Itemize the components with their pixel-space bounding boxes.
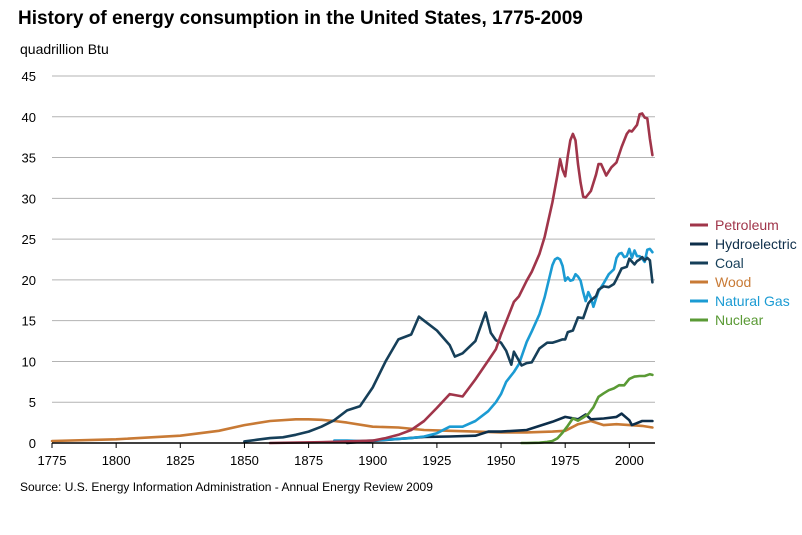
series-line-coal [243, 255, 654, 443]
x-tick-label: 1850 [230, 453, 259, 468]
y-tick-label: 30 [22, 191, 36, 206]
series-line-wood [50, 418, 654, 443]
legend-label-natural-gas: Natural Gas [715, 293, 790, 309]
x-axis-ticks: 1775 1800 1825 1850 1875 1900 1925 1950 1975 2000 [38, 443, 644, 468]
legend: Petroleum Hydroelectric Coal Wood Natural Ga… [690, 217, 797, 328]
x-tick-label: 1975 [551, 453, 580, 468]
legend-label-wood: Wood [715, 274, 751, 290]
series-line-petroleum [268, 112, 654, 445]
y-tick-label: 5 [29, 395, 36, 410]
x-tick-label: 2000 [615, 453, 644, 468]
y-tick-label: 10 [22, 354, 36, 369]
series-lines [50, 112, 654, 445]
gridlines [52, 75, 655, 403]
x-tick-label: 1800 [102, 453, 131, 468]
x-tick-label: 1825 [166, 453, 195, 468]
legend-label-nuclear: Nuclear [715, 312, 764, 328]
x-tick-label: 1875 [294, 453, 323, 468]
series-line-hydroelectric [345, 412, 654, 445]
series-line-nuclear [520, 372, 654, 445]
y-tick-label: 0 [29, 436, 36, 451]
y-tick-label: 20 [22, 273, 36, 288]
chart-title: History of energy consumption in the Uni… [18, 8, 583, 29]
y-tick-label: 15 [22, 314, 36, 329]
y-tick-label: 45 [22, 69, 36, 84]
legend-label-petroleum: Petroleum [715, 217, 779, 233]
y-tick-label: 25 [22, 232, 36, 247]
legend-label-hydroelectric: Hydroelectric [715, 236, 797, 252]
x-tick-label: 1900 [358, 453, 387, 468]
legend-label-coal: Coal [715, 255, 744, 271]
y-tick-label: 40 [22, 110, 36, 125]
x-tick-label: 1925 [422, 453, 451, 468]
x-tick-label: 1775 [38, 453, 67, 468]
y-tick-label: 35 [22, 151, 36, 166]
series-line-natural-gas [333, 247, 654, 443]
x-tick-label: 1950 [487, 453, 516, 468]
chart-unit-label: quadrillion Btu [20, 41, 109, 57]
source-note: Source: U.S. Energy Information Administ… [20, 480, 433, 494]
y-axis-ticks: 0 5 10 15 20 25 30 35 40 45 [22, 69, 36, 451]
